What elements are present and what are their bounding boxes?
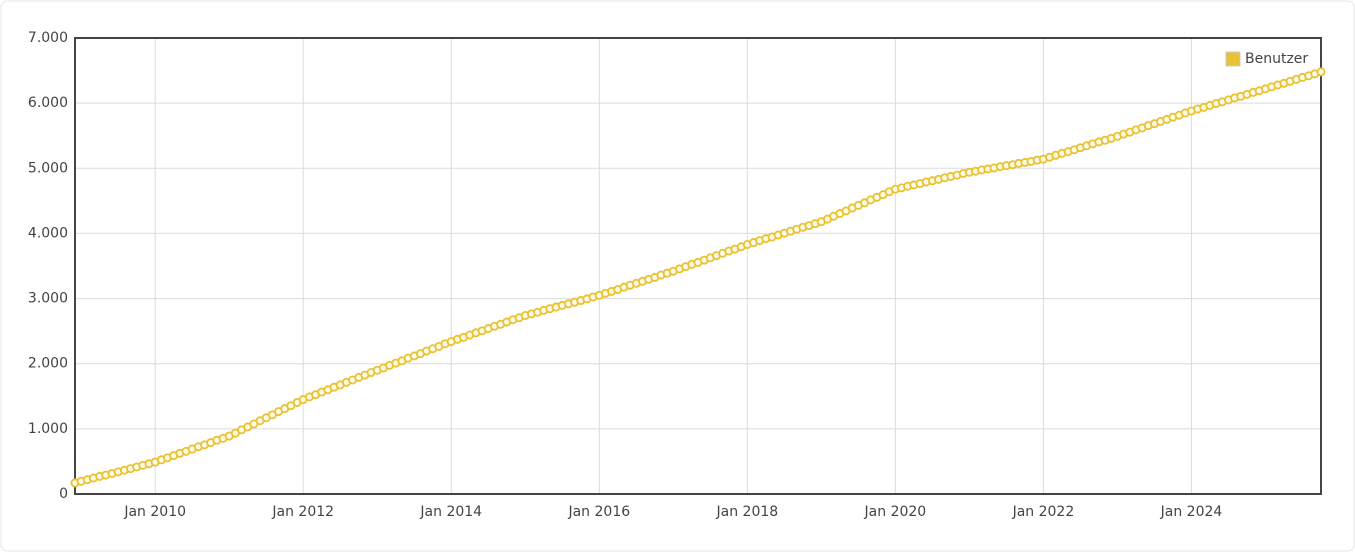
x-tick-label: Jan 2018 [716,504,779,520]
y-tick-label: 0 [59,486,68,502]
x-tick-label: Jan 2016 [567,504,630,520]
x-tick-label: Jan 2020 [864,504,927,520]
legend-label: Benutzer [1245,51,1308,67]
x-tick-label: Jan 2014 [419,504,482,520]
y-tick-label: 2.000 [28,356,68,372]
plot-border [74,37,1322,495]
x-tick-label: Jan 2012 [271,504,334,520]
data-point [1316,67,1326,77]
legend-swatch [1225,51,1241,67]
y-tick-label: 3.000 [28,291,68,307]
x-tick-label: Jan 2022 [1012,504,1075,520]
y-tick-label: 6.000 [28,95,68,111]
x-tick-label: Jan 2010 [123,504,186,520]
y-tick-label: 7.000 [28,30,68,46]
y-tick-label: 5.000 [28,160,68,176]
y-tick-label: 4.000 [28,225,68,241]
x-tick-label: Jan 2024 [1160,504,1223,520]
y-tick-label: 1.000 [28,421,68,437]
